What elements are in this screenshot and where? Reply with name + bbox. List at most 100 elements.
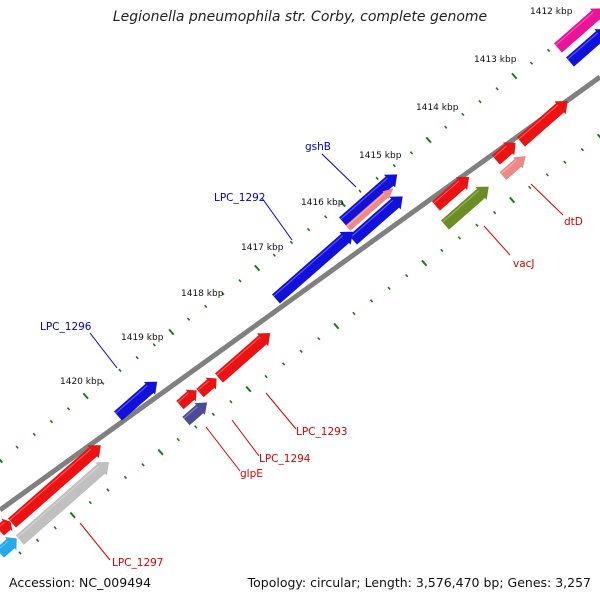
gene-feature[interactable] [348, 196, 403, 245]
gene-feature[interactable] [431, 176, 470, 211]
tick-mark-outer [15, 445, 19, 449]
tick-mark-outer [339, 200, 346, 208]
tick-mark-outer [221, 291, 225, 296]
tick-mark-outer [32, 432, 36, 437]
tick-mark-outer [66, 407, 71, 411]
tick-mark-inner [281, 362, 286, 366]
tick-mark-inner [352, 311, 356, 316]
gene-label[interactable]: gshB [305, 141, 331, 153]
gene-label[interactable]: LPC_1296 [40, 321, 92, 333]
tick-mark-outer [238, 279, 242, 283]
tick-mark-inner [421, 259, 428, 267]
gene-feature-highlight [0, 521, 5, 527]
gene-feature[interactable] [7, 444, 102, 528]
tick-mark-outer [392, 163, 396, 168]
tick-mark-outer [272, 253, 276, 257]
gene-feature[interactable] [15, 461, 110, 545]
gene-label[interactable]: dtD [564, 216, 583, 228]
tick-mark-inner [457, 236, 462, 240]
gene-feature-highlight [0, 540, 9, 549]
gene-label-leader [261, 197, 293, 241]
gene-label[interactable]: vacJ [513, 258, 535, 270]
tick-label: 1415 kbp [359, 151, 402, 161]
tick-mark-inner [299, 349, 303, 354]
gene-feature[interactable] [113, 381, 158, 421]
tick-label: 1419 kbp [121, 333, 164, 343]
tick-mark-outer [82, 392, 89, 400]
gene-feature-highlight [183, 406, 198, 419]
tick-mark-inner [387, 286, 391, 291]
gene-feature[interactable] [271, 231, 353, 304]
gene-feature-highlight [350, 199, 394, 238]
tick-mark-inner [528, 185, 532, 190]
gene-label[interactable]: LPC_1292 [214, 192, 266, 204]
tick-mark-outer [511, 72, 518, 80]
gene-feature[interactable] [553, 8, 600, 53]
gene-feature[interactable] [182, 402, 208, 426]
gene-label-leader [483, 225, 511, 256]
tick-label: 1420 kbp [60, 377, 103, 387]
gene-label-leader [79, 522, 111, 561]
tick-mark-inner [211, 412, 215, 417]
gene-feature[interactable] [491, 142, 516, 165]
gene-feature[interactable] [345, 188, 394, 231]
gene-label-leader [231, 419, 260, 457]
gene-feature-highlight [9, 448, 92, 521]
gene-label[interactable]: LPC_1293 [296, 426, 348, 438]
tick-mark-inner [596, 133, 600, 139]
gene-feature[interactable] [565, 28, 600, 67]
gene-feature[interactable] [499, 155, 526, 181]
tick-mark-inner [35, 538, 40, 543]
gene-feature[interactable] [0, 518, 13, 536]
tick-mark-inner [157, 448, 164, 456]
tick-mark-inner [69, 511, 76, 519]
gene-feature-highlight [433, 180, 460, 204]
gene-feature-highlight [442, 190, 480, 223]
tick-mark-outer [529, 61, 534, 65]
tick-mark-inner [53, 526, 57, 530]
gene-feature-highlight [493, 145, 507, 158]
gene-label[interactable]: glpE [240, 468, 263, 480]
genome-summary-text: Topology: circular; Length: 3,576,470 bp… [247, 575, 591, 590]
gene-feature-highlight [115, 385, 148, 414]
tick-mark-outer [49, 419, 54, 424]
gene-feature[interactable] [516, 100, 568, 147]
tick-label: 1413 kbp [474, 55, 517, 65]
gene-feature[interactable] [176, 389, 197, 410]
map-title: Legionella pneumophila str. Corby, compl… [112, 9, 488, 25]
gene-label-leader [530, 183, 564, 216]
gene-label[interactable]: LPC_1297 [112, 557, 164, 569]
gene-feature-highlight [500, 160, 517, 175]
tick-mark-outer [186, 317, 191, 321]
tick-mark-outer [358, 189, 362, 193]
gene-feature-highlight [177, 392, 189, 403]
tick-mark-outer [135, 355, 139, 360]
gene-feature[interactable] [214, 332, 271, 383]
gene-feature-highlight [567, 32, 599, 60]
tick-mark-inner [18, 551, 22, 555]
tick-mark-inner [245, 385, 252, 393]
gene-feature-highlight [346, 193, 385, 227]
gene-feature[interactable] [0, 536, 17, 558]
tick-label: 1412 kbp [530, 7, 573, 17]
tick-mark-outer [289, 240, 294, 245]
gene-feature-highlight [555, 11, 594, 46]
tick-mark-inner [106, 488, 110, 492]
tick-mark-inner [580, 147, 585, 152]
gene-feature[interactable] [196, 377, 217, 398]
tick-mark-outer [204, 304, 208, 309]
tick-mark-outer [0, 458, 4, 464]
gene-label[interactable]: LPC_1294 [259, 453, 311, 465]
gene-feature[interactable] [440, 186, 489, 230]
accession-text: Accession: NC_009494 [9, 575, 152, 590]
tick-mark-inner [141, 463, 145, 467]
tick-label: 1417 kbp [241, 243, 284, 253]
tick-mark-inner [563, 160, 567, 164]
tick-mark-inner [333, 322, 340, 330]
tick-mark-outer [478, 99, 482, 104]
tick-mark-inner [123, 475, 128, 480]
gene-label-leader [89, 332, 118, 369]
genome-backbone [0, 74, 600, 513]
tick-mark-outer [444, 125, 448, 129]
